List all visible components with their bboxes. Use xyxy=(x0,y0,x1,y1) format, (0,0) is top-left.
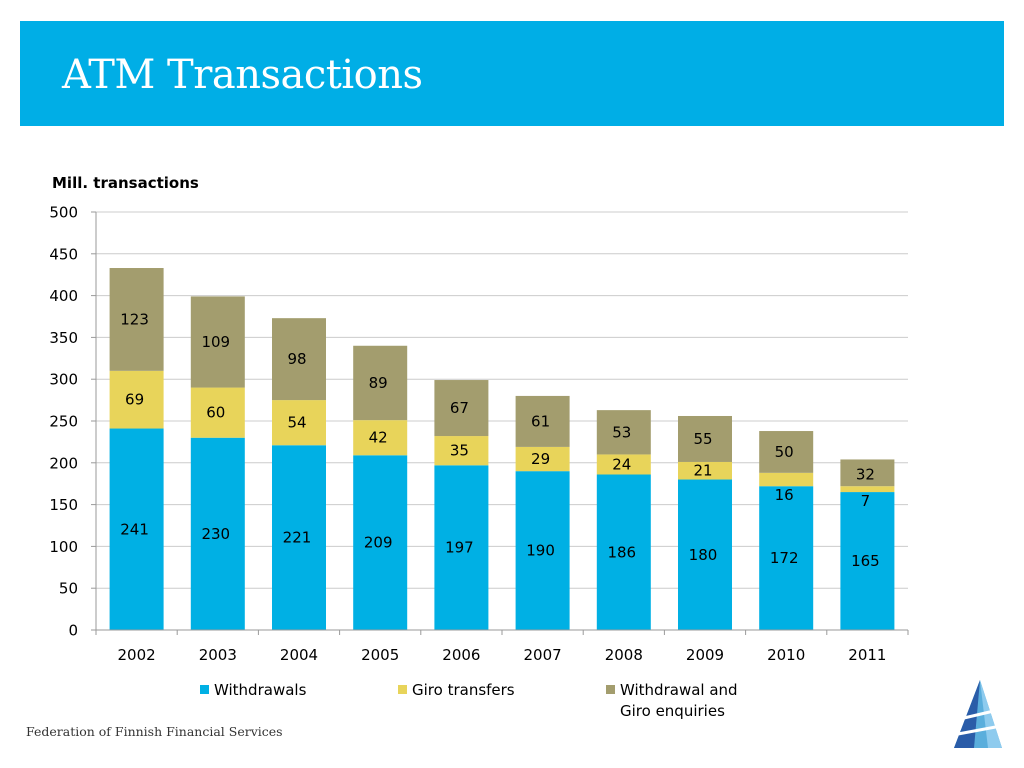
bar-segment xyxy=(353,455,408,630)
bar-segment xyxy=(434,436,489,466)
x-tick-label: 2010 xyxy=(767,646,805,664)
data-label: 180 xyxy=(689,546,718,564)
data-label: 98 xyxy=(287,350,306,368)
bar-segment xyxy=(840,459,895,487)
bar-segment xyxy=(272,400,326,446)
data-label: 61 xyxy=(531,412,550,430)
data-label: 54 xyxy=(287,414,306,432)
data-label: 53 xyxy=(612,423,631,441)
y-tick-label: 250 xyxy=(49,413,78,431)
data-label: 24 xyxy=(612,455,631,473)
axes: 0 50 100 150 200 250 300 350 400 450 500 2002 2003 20… xyxy=(49,204,909,664)
y-tick-label: 350 xyxy=(49,329,78,347)
y-tick-label: 200 xyxy=(49,454,78,472)
bar-segment xyxy=(678,461,732,480)
chart-title: Mill. transactions xyxy=(52,174,199,192)
page-title: ATM Transactions xyxy=(62,52,423,98)
bar-segment xyxy=(190,296,245,388)
data-label: 42 xyxy=(369,429,388,447)
data-label: 55 xyxy=(693,430,712,448)
data-labels: 241 69 123 230 60 109 221 54 98 209 42 89 197 35 67 190… xyxy=(120,310,879,570)
y-tick-label: 500 xyxy=(49,204,78,222)
data-label: 241 xyxy=(120,520,149,538)
x-tick-label: 2005 xyxy=(361,646,399,664)
header-band xyxy=(20,21,1004,126)
bars xyxy=(109,268,895,630)
y-tick-label: 400 xyxy=(49,287,78,305)
bar-segment xyxy=(759,431,814,473)
data-label: 35 xyxy=(450,442,469,460)
data-label: 172 xyxy=(770,549,799,567)
legend-label: Withdrawal and Giro enquiries xyxy=(620,681,738,720)
bar-segment xyxy=(190,437,245,630)
data-label: 221 xyxy=(283,529,312,547)
bar-segment xyxy=(759,472,814,487)
x-tick-label: 2009 xyxy=(686,646,724,664)
data-label: 89 xyxy=(369,374,388,392)
bar-segment xyxy=(353,420,408,456)
bar-segment xyxy=(434,380,489,437)
x-tick-label: 2011 xyxy=(848,646,886,664)
footer-organization: Federation of Finnish Financial Services xyxy=(26,724,283,739)
data-label: 16 xyxy=(775,486,794,504)
bar-segment xyxy=(759,486,814,630)
data-label: 32 xyxy=(856,465,875,483)
bar-segment xyxy=(272,318,326,401)
bar-segment xyxy=(353,345,408,421)
data-label: 60 xyxy=(206,404,225,422)
bar-segment xyxy=(840,492,895,630)
bar-segment xyxy=(596,410,651,455)
legend-label: Withdrawals xyxy=(214,681,307,699)
data-label: 209 xyxy=(364,534,393,552)
data-label: 69 xyxy=(125,391,144,409)
data-label: 197 xyxy=(445,539,474,557)
x-tick-label: 2006 xyxy=(442,646,480,664)
data-label: 190 xyxy=(526,542,555,560)
legend-swatch xyxy=(200,685,209,694)
y-tick-label: 300 xyxy=(49,371,78,389)
data-label: 50 xyxy=(775,443,794,461)
legend-swatch xyxy=(606,685,615,694)
y-tick-label: 150 xyxy=(49,496,78,514)
pyramid-logo-icon xyxy=(954,680,1002,748)
data-label: 67 xyxy=(450,399,469,417)
data-label: 109 xyxy=(201,333,230,351)
bar-segment xyxy=(515,395,570,447)
x-tick-label: 2004 xyxy=(280,646,318,664)
bar-segment xyxy=(515,446,570,472)
bar-segment xyxy=(109,428,164,630)
bar-segment xyxy=(678,479,732,630)
bar-segment xyxy=(109,268,164,371)
bar-segment xyxy=(596,474,651,630)
data-label: 165 xyxy=(851,552,880,570)
y-tick-label: 50 xyxy=(59,580,78,598)
x-tick-label: 2007 xyxy=(524,646,562,664)
bar-segment xyxy=(840,486,895,493)
legend-swatch xyxy=(398,685,407,694)
bar-segment xyxy=(678,415,732,462)
data-label: 123 xyxy=(120,310,149,328)
bar-segment xyxy=(190,387,245,438)
bar-segment xyxy=(272,445,326,630)
bar-segment xyxy=(515,471,570,630)
legend-label: Giro transfers xyxy=(412,681,515,699)
data-label: 7 xyxy=(861,492,871,510)
data-label: 230 xyxy=(201,525,230,543)
y-tick-label: 0 xyxy=(68,622,78,640)
x-tick-label: 2008 xyxy=(605,646,643,664)
x-tick-label: 2003 xyxy=(199,646,237,664)
x-tick-label: 2002 xyxy=(118,646,156,664)
data-label: 186 xyxy=(607,543,636,561)
data-label: 29 xyxy=(531,450,550,468)
bar-segment xyxy=(434,465,489,630)
bar-segment xyxy=(109,370,164,429)
y-tick-label: 100 xyxy=(49,538,78,556)
legend: Withdrawals Giro transfers Withdrawal and G… xyxy=(200,681,738,720)
y-tick-label: 450 xyxy=(49,245,78,263)
bar-segment xyxy=(596,454,651,475)
data-label: 21 xyxy=(693,462,712,480)
